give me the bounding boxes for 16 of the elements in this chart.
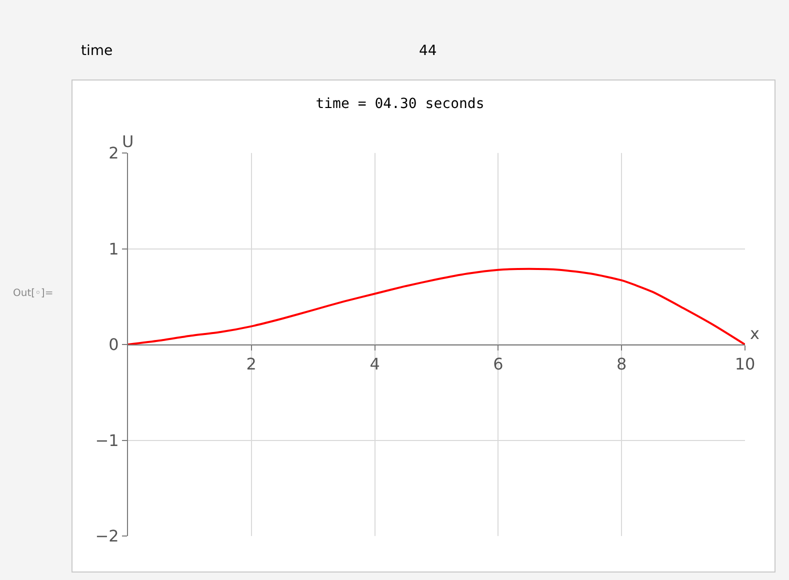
y-tick-label: 0 (108, 335, 119, 354)
x-axis-title: x (750, 324, 760, 343)
y-tick-label: −1 (95, 430, 119, 450)
chart-title: time = 04.30 seconds (316, 96, 484, 112)
x-tick-label: 2 (246, 354, 256, 374)
text: time (81, 43, 113, 59)
y-tick-label: 1 (108, 239, 119, 258)
x-tick-label: 6 (493, 354, 504, 374)
text: 44 (419, 43, 437, 59)
x-tick-label: 4 (370, 354, 380, 374)
y-tick-label: 2 (108, 144, 119, 163)
y-tick-label: −2 (95, 526, 119, 546)
y-axis-title: U (122, 132, 134, 151)
x-tick-label: 10 (734, 354, 756, 374)
x-tick-label: 8 (616, 354, 627, 374)
text: Out[◦]= (13, 288, 54, 299)
